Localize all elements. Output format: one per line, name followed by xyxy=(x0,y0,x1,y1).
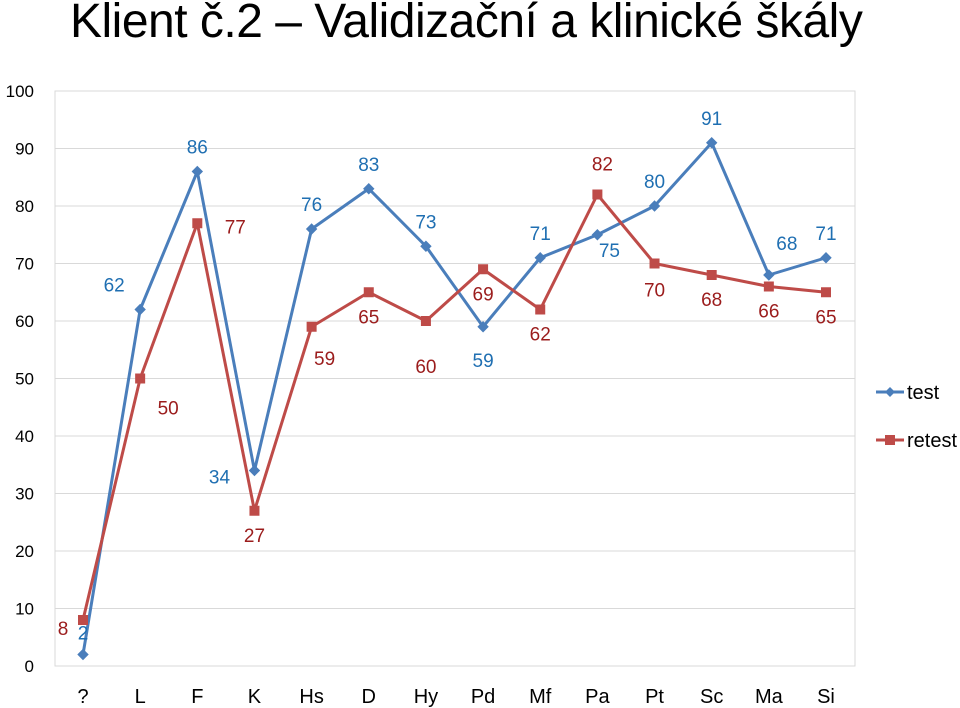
data-label-test: 71 xyxy=(815,224,836,245)
y-tick-label: 40 xyxy=(15,427,34,446)
series-markers xyxy=(77,137,832,661)
y-tick-label: 30 xyxy=(15,485,34,504)
y-tick-label: 50 xyxy=(15,370,34,389)
data-label-test: 34 xyxy=(209,468,231,489)
x-tick-label: Mf xyxy=(529,686,552,708)
marker-test xyxy=(134,303,146,316)
data-label-retest: 65 xyxy=(358,307,379,328)
marker-test xyxy=(591,229,604,241)
marker-test xyxy=(305,223,318,235)
x-tick-label: Ma xyxy=(755,686,784,708)
data-label-test: 83 xyxy=(358,155,379,176)
series-lines xyxy=(81,141,827,655)
x-tick-label: Si xyxy=(817,686,835,708)
marker-retest xyxy=(706,270,717,280)
x-tick-label: F xyxy=(191,686,203,708)
legend-marker-test xyxy=(885,387,895,397)
marker-test xyxy=(420,240,432,252)
legend-marker-retest xyxy=(885,435,895,445)
legend-label-test: test xyxy=(907,382,940,404)
x-axis-ticks: ? L F K Hs D Hy Pd Mf Pa Pt Sc Ma Si xyxy=(77,686,834,708)
y-axis-ticks: 0 10 20 30 40 50 60 70 80 90 100 xyxy=(6,82,34,676)
data-label-test: 71 xyxy=(530,224,551,245)
legend-label-retest: retest xyxy=(907,430,957,452)
marker-test xyxy=(534,252,546,264)
data-label-test: 59 xyxy=(473,351,494,372)
x-tick-label: Hs xyxy=(299,686,323,708)
data-label-retest: 60 xyxy=(415,357,436,378)
data-label-retest: 77 xyxy=(225,217,246,238)
marker-test xyxy=(191,165,204,178)
marker-test xyxy=(820,252,832,264)
marker-retest xyxy=(649,258,660,269)
y-tick-label: 70 xyxy=(15,255,34,274)
x-tick-label: D xyxy=(362,686,376,708)
x-tick-label: Pa xyxy=(585,686,610,708)
x-tick-label: Pt xyxy=(645,686,664,708)
marker-test xyxy=(77,648,89,661)
marker-retest xyxy=(592,189,603,200)
x-tick-label: ? xyxy=(77,686,88,708)
data-label-test: 76 xyxy=(301,195,322,216)
data-label-retest: 59 xyxy=(314,349,335,370)
x-tick-label: K xyxy=(248,686,262,708)
data-label-test: 73 xyxy=(415,212,436,233)
y-tick-label: 100 xyxy=(6,82,34,101)
marker-test xyxy=(248,464,261,477)
grid-lines xyxy=(54,90,856,667)
marker-test xyxy=(763,269,775,281)
data-label-test: 80 xyxy=(644,172,665,193)
marker-test xyxy=(705,137,718,149)
data-label-retest: 27 xyxy=(244,526,265,547)
y-tick-label: 90 xyxy=(15,140,34,159)
marker-retest xyxy=(135,373,146,384)
marker-test xyxy=(363,183,375,195)
y-tick-label: 0 xyxy=(25,657,34,676)
y-tick-label: 60 xyxy=(15,312,34,331)
data-label-retest: 50 xyxy=(158,399,179,420)
data-label-test: 86 xyxy=(187,138,208,159)
data-label-test: 91 xyxy=(701,109,722,130)
x-tick-label: Hy xyxy=(414,686,438,708)
chart-title: Klient č.2 – Validizační a klinické škál… xyxy=(70,0,863,48)
y-tick-label: 10 xyxy=(15,600,34,619)
x-tick-label: L xyxy=(135,686,146,708)
marker-retest xyxy=(478,264,489,275)
data-labels: 2 62 86 34 76 83 73 59 71 75 80 91 68 71 8 50 77 27 59 65 60… xyxy=(58,109,837,645)
marker-retest xyxy=(763,281,774,292)
x-tick-label: Sc xyxy=(700,686,723,708)
marker-test xyxy=(648,200,661,212)
series-line-retest xyxy=(81,193,827,621)
data-label-retest: 62 xyxy=(530,325,551,346)
data-label-retest: 68 xyxy=(701,290,722,311)
data-label-test: 68 xyxy=(776,234,797,255)
data-label-retest: 69 xyxy=(473,284,494,305)
data-label-test: 62 xyxy=(104,276,125,297)
marker-retest xyxy=(821,287,831,298)
marker-retest xyxy=(306,321,317,332)
x-tick-label: Pd xyxy=(471,686,495,708)
marker-test xyxy=(477,321,489,333)
marker-retest xyxy=(249,505,260,516)
data-label-test: 2 xyxy=(78,624,89,645)
marker-retest xyxy=(363,287,374,298)
data-label-retest: 65 xyxy=(815,307,836,328)
data-label-retest: 70 xyxy=(644,281,665,302)
marker-retest xyxy=(420,316,431,326)
data-label-retest: 8 xyxy=(58,619,69,640)
series-line-test xyxy=(81,141,827,655)
marker-retest xyxy=(78,615,88,625)
legend: test retest xyxy=(876,382,957,452)
marker-retest xyxy=(535,304,546,315)
y-tick-label: 20 xyxy=(15,542,34,561)
marker-retest xyxy=(192,218,203,229)
data-label-test: 75 xyxy=(599,241,620,262)
y-tick-label: 80 xyxy=(15,197,34,216)
data-label-retest: 82 xyxy=(592,155,613,176)
data-label-retest: 66 xyxy=(758,302,779,323)
